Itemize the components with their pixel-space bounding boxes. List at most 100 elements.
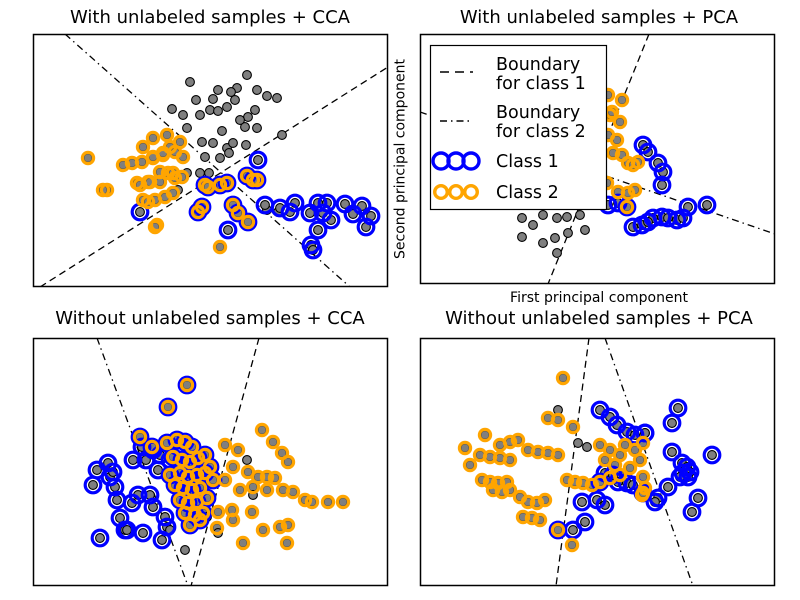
class2-ring bbox=[190, 450, 206, 466]
sample-dot bbox=[253, 155, 263, 165]
class2-ring bbox=[259, 482, 275, 498]
class2-ring bbox=[510, 432, 526, 448]
class1-ring bbox=[303, 240, 323, 260]
sample-dot bbox=[88, 480, 98, 490]
class2-ring bbox=[197, 447, 213, 463]
class2-ring bbox=[567, 474, 583, 490]
class2-ring bbox=[165, 185, 181, 201]
class2-ring bbox=[272, 519, 288, 535]
axes-frame bbox=[419, 33, 776, 285]
class2-ring bbox=[592, 474, 608, 490]
sample-dot bbox=[702, 200, 712, 210]
sample-dot bbox=[180, 545, 190, 555]
sample-dot bbox=[226, 87, 236, 97]
class2-ring bbox=[212, 239, 228, 255]
class1-ring bbox=[670, 467, 690, 487]
class2-ring bbox=[524, 510, 540, 526]
class2-ring bbox=[477, 427, 493, 443]
class2-ring bbox=[320, 494, 336, 510]
sample-dot bbox=[222, 102, 232, 112]
class2-ring bbox=[140, 194, 156, 210]
class1-ring bbox=[98, 453, 118, 473]
class2-ring bbox=[627, 182, 643, 198]
class1-ring bbox=[177, 375, 197, 395]
class2-ring bbox=[575, 475, 591, 491]
class1-ring bbox=[155, 507, 175, 527]
class1-ring bbox=[218, 220, 238, 240]
sample-dot bbox=[667, 447, 677, 457]
sample-dot bbox=[568, 525, 578, 535]
class1-ring bbox=[572, 492, 592, 512]
class2-ring bbox=[159, 127, 175, 143]
class2-ring bbox=[555, 370, 571, 386]
class2-ring bbox=[520, 494, 536, 510]
class1-ring bbox=[652, 175, 672, 195]
class2-ring bbox=[280, 454, 296, 470]
sample-dot bbox=[191, 95, 201, 105]
legend-class2-circle-sample bbox=[433, 183, 450, 200]
class2-ring bbox=[162, 467, 178, 483]
legend-label-boundary-class1-line2: for class 1 bbox=[496, 74, 586, 94]
sample-dot bbox=[205, 105, 215, 115]
class2-ring bbox=[622, 460, 638, 476]
class1-ring bbox=[662, 442, 682, 462]
class1-ring bbox=[130, 427, 150, 447]
boundary-class1-line bbox=[190, 338, 260, 586]
sample-dot bbox=[200, 152, 210, 162]
class2-ring bbox=[297, 492, 313, 508]
sample-dot bbox=[213, 85, 223, 95]
class2-ring bbox=[232, 482, 248, 498]
class2-ring bbox=[195, 505, 211, 521]
sample-dot bbox=[673, 403, 683, 413]
class2-ring bbox=[614, 92, 630, 108]
sample-dot bbox=[128, 455, 138, 465]
class2-ring bbox=[612, 114, 628, 130]
sample-dot bbox=[242, 455, 252, 465]
sample-dot bbox=[563, 228, 573, 238]
class2-ring bbox=[482, 474, 498, 490]
class2-ring bbox=[635, 485, 651, 501]
class1-ring bbox=[356, 217, 376, 237]
sample-dot bbox=[242, 70, 252, 80]
class2-ring bbox=[169, 432, 185, 448]
class2-ring bbox=[217, 472, 233, 488]
legend-label-class1: Class 1 bbox=[496, 152, 559, 172]
sample-dot bbox=[575, 210, 585, 220]
class2-ring bbox=[199, 490, 215, 506]
class1-ring bbox=[280, 202, 300, 222]
subplot-title-without-pca: Without unlabeled samples + PCA bbox=[445, 308, 753, 329]
class2-ring bbox=[160, 399, 176, 415]
class2-ring bbox=[149, 217, 165, 233]
subplot-title-without-cca: Without unlabeled samples + CCA bbox=[55, 308, 365, 329]
class2-ring bbox=[179, 377, 195, 393]
sample-dot bbox=[580, 517, 590, 527]
class2-ring bbox=[172, 492, 188, 508]
sample-dot bbox=[528, 220, 538, 230]
class2-ring bbox=[147, 219, 163, 235]
sample-dot bbox=[577, 497, 587, 507]
class2-ring bbox=[609, 132, 625, 148]
axes-frame bbox=[32, 337, 389, 587]
class1-ring bbox=[90, 528, 110, 548]
sample-dot bbox=[250, 105, 260, 115]
class2-ring bbox=[635, 435, 651, 451]
subplot-title-with-pca: With unlabeled samples + PCA bbox=[459, 7, 739, 28]
class2-ring bbox=[255, 522, 271, 538]
sample-dot bbox=[197, 137, 207, 147]
legend-box bbox=[429, 44, 608, 211]
sample-dot bbox=[277, 130, 287, 140]
class2-ring bbox=[515, 509, 531, 525]
class1-ring bbox=[123, 450, 143, 470]
sample-dot bbox=[240, 122, 250, 132]
class2-ring bbox=[462, 457, 478, 473]
class2-ring bbox=[619, 199, 635, 215]
sample-dot bbox=[517, 232, 527, 242]
class2-ring bbox=[217, 437, 233, 453]
class2-ring bbox=[605, 145, 621, 161]
class2-ring bbox=[145, 130, 161, 146]
class2-ring bbox=[230, 205, 246, 221]
class2-ring bbox=[584, 477, 600, 493]
class2-ring bbox=[184, 439, 200, 455]
class2-ring bbox=[632, 452, 648, 468]
class2-ring bbox=[230, 442, 246, 458]
